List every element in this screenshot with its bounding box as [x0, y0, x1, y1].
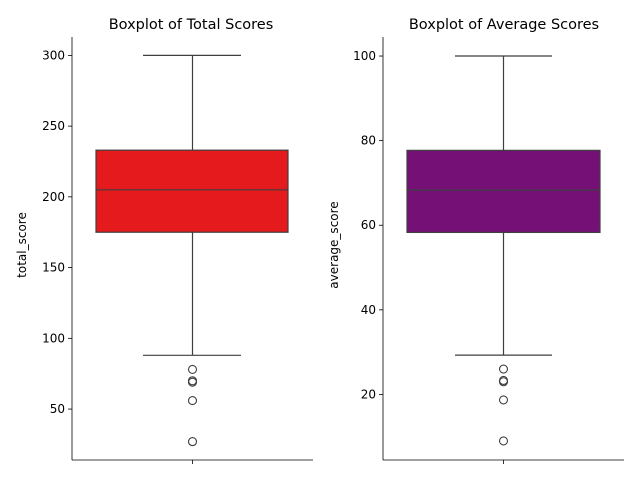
y-axis-label-average: average_score	[327, 201, 341, 288]
chart-title-total: Boxplot of Total Scores	[109, 17, 274, 33]
y-tick-label: 20	[361, 387, 376, 401]
iqr-box	[95, 149, 289, 233]
y-axis-label-total: total_score	[15, 212, 29, 278]
y-tick-label: 250	[42, 119, 65, 133]
y-tick-label: 300	[42, 48, 65, 62]
outlier-point	[498, 377, 509, 387]
y-tick-label: 200	[42, 190, 65, 204]
y-tick-label: 100	[42, 331, 65, 345]
outlier-point	[187, 377, 198, 387]
outlier-point	[498, 395, 509, 405]
outlier-point	[187, 396, 198, 406]
y-tick-label: 100	[353, 49, 376, 63]
chart-title-average: Boxplot of Average Scores	[409, 17, 599, 33]
y-tick-label: 60	[361, 218, 376, 232]
average-score-panel: Boxplot of Average Scores average_score …	[327, 17, 624, 464]
y-tick-label: 50	[50, 402, 65, 416]
total-score-panel: Boxplot of Total Scores total_score 50 10…	[15, 17, 313, 464]
y-tick-label: 150	[42, 261, 65, 275]
outlier-point	[498, 364, 509, 374]
y-tick-label: 80	[361, 134, 376, 148]
iqr-box	[406, 149, 601, 234]
y-tick-label: 40	[361, 303, 376, 317]
outlier-point	[187, 364, 198, 375]
outlier-point	[498, 436, 509, 446]
outlier-point	[187, 437, 198, 447]
